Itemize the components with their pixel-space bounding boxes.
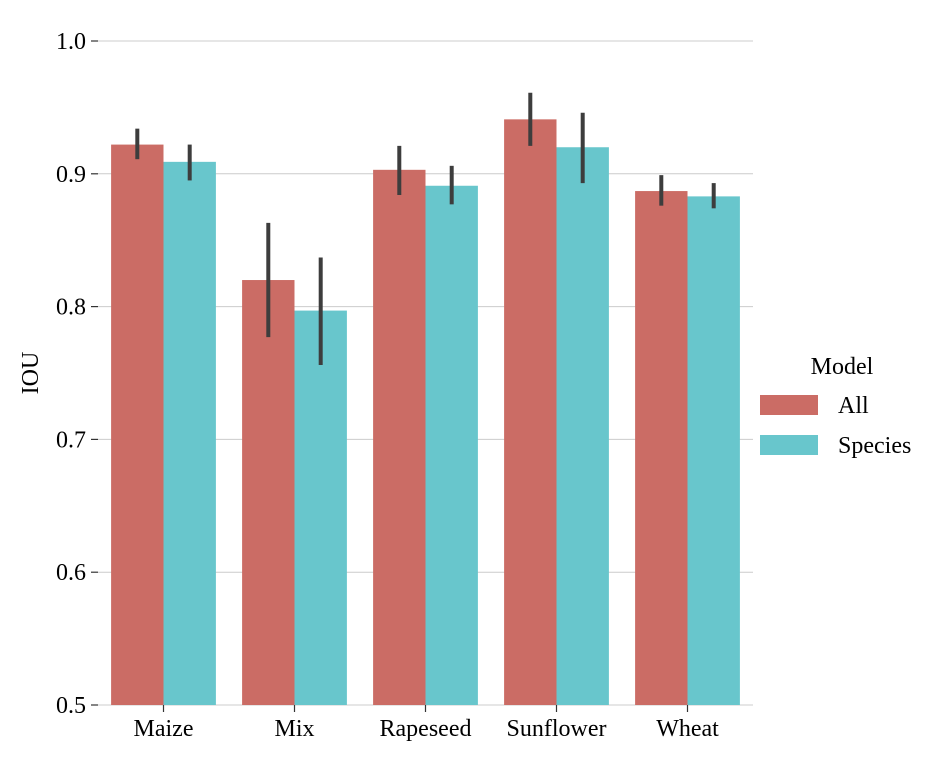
bar-species-rapeseed (425, 185, 478, 705)
legend-swatch-species (760, 435, 818, 455)
bar-species-mix (294, 310, 347, 705)
y-tick-label: 0.8 (56, 295, 86, 321)
legend-title: Model (811, 354, 874, 380)
bars (111, 119, 740, 706)
y-tick-label: 0.6 (56, 560, 86, 586)
y-axis: 0.5 0.6 0.7 0.8 0.9 1.0 (56, 29, 98, 719)
legend-label-all: All (838, 393, 869, 419)
x-tick-label: Mix (274, 716, 314, 742)
legend-swatch-all (760, 395, 818, 415)
x-axis: Maize Mix Rapeseed Sunflower Wheat (134, 705, 719, 742)
y-axis-label: IOU (18, 352, 44, 395)
x-tick-label: Wheat (656, 716, 719, 742)
y-tick-label: 1.0 (56, 29, 86, 55)
bar-species-sunflower (556, 147, 609, 706)
bar-species-maize (163, 161, 216, 705)
error-bars (135, 92, 716, 366)
x-tick-label: Sunflower (507, 716, 607, 742)
legend-label-species: Species (838, 433, 911, 459)
bar-all-maize (111, 144, 164, 706)
y-tick-label: 0.5 (56, 693, 86, 719)
legend: Model All Species (760, 354, 911, 459)
y-tick-label: 0.9 (56, 162, 86, 188)
x-tick-label: Rapeseed (380, 716, 472, 742)
bar-all-rapeseed (373, 169, 426, 706)
bar-all-mix (242, 280, 295, 705)
y-tick-label: 0.7 (56, 427, 86, 453)
bar-all-sunflower (504, 119, 557, 706)
x-tick-label: Maize (134, 716, 194, 742)
bar-all-wheat (635, 191, 688, 706)
bar-species-wheat (687, 196, 740, 705)
